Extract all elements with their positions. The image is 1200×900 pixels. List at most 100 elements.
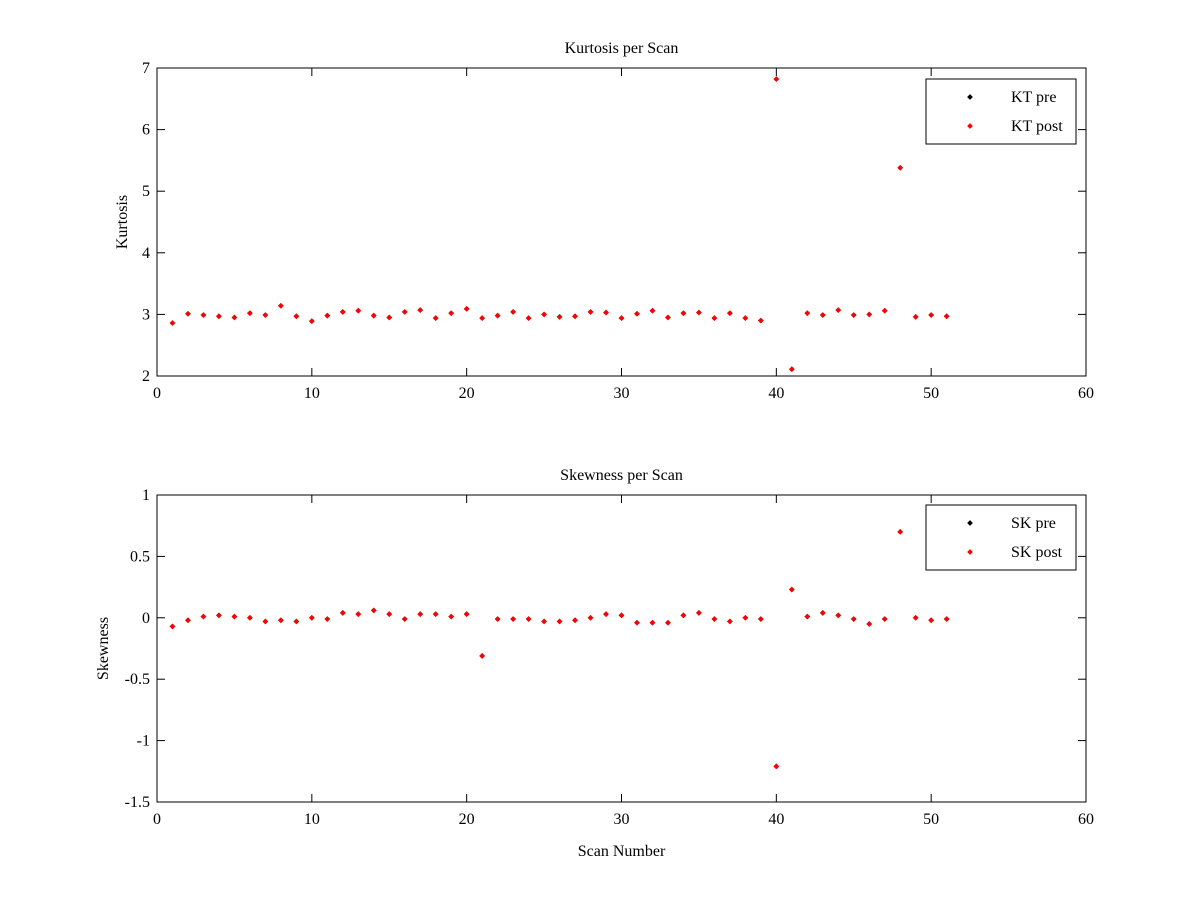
kurtosis-post-point <box>556 314 563 320</box>
skewness-post-point <box>680 612 687 619</box>
skewness-post-point <box>541 618 547 625</box>
skewness-post-point <box>665 619 671 626</box>
skewness-post-point <box>696 610 702 616</box>
skewness-y-tick-label: -1 <box>137 733 150 750</box>
skewness-post-point <box>912 614 919 621</box>
kurtosis-post-point <box>912 314 919 320</box>
kurtosis-y-tick-label: 7 <box>142 60 150 77</box>
skewness-post-point <box>881 616 888 622</box>
skewness-post-point <box>711 616 718 622</box>
skewness-y-tick-label: 0.5 <box>130 548 150 565</box>
skewness-post-point <box>185 617 191 624</box>
skewness-post-point <box>634 619 640 626</box>
kurtosis-post-point <box>479 315 485 321</box>
kurtosis-post-point <box>262 312 269 318</box>
skewness-post-point <box>897 529 904 535</box>
kurtosis-post-point <box>216 313 222 320</box>
skewness-post-point <box>309 614 315 621</box>
skewness-post-point <box>804 613 811 620</box>
skewness-y-tick-label: 1 <box>142 487 150 504</box>
skewness-post-point <box>293 618 300 625</box>
skewness-post-point <box>247 614 253 621</box>
kurtosis-post-point <box>169 320 176 326</box>
skewness-post-point <box>448 613 455 620</box>
kurtosis-panel: 0 10 20 30 40 50 60 2 3 4 5 6 7 Kurtosis per Scan Kurt… <box>114 40 1094 402</box>
kurtosis-post-point <box>541 311 547 318</box>
kurtosis-post-point <box>448 310 455 316</box>
skewness-post-point <box>200 613 207 620</box>
kurtosis-post-point <box>494 312 501 319</box>
kurtosis-post-point <box>432 315 439 321</box>
skewness-post-point <box>417 611 424 617</box>
skewness-post-point <box>819 610 826 616</box>
kurtosis-post-point <box>247 310 253 316</box>
skewness-post-point <box>262 618 269 625</box>
skewness-post-point <box>278 617 284 624</box>
skewness-legend: SK pre SK post <box>925 504 1077 571</box>
kurtosis-post-point <box>742 315 749 321</box>
skewness-post-point <box>727 618 733 625</box>
kurtosis-post-point <box>618 315 625 321</box>
kurtosis-post-point <box>665 314 671 321</box>
skewness-post-point <box>479 653 485 659</box>
skewness-post-point <box>510 616 516 622</box>
kurtosis-post-point <box>897 164 904 171</box>
skewness-legend-box <box>925 504 1077 571</box>
skewness-post-point <box>216 612 222 619</box>
kurtosis-x-tick-label: 50 <box>923 385 939 402</box>
kurtosis-post-point <box>278 302 284 309</box>
kurtosis-x-tick-label: 40 <box>768 385 784 402</box>
kurtosis-post-point <box>680 310 687 316</box>
skewness-y-tick-label: 0 <box>142 610 150 627</box>
kurtosis-post-point <box>339 309 346 315</box>
kurtosis-post-point <box>370 312 377 319</box>
skewness-post-point <box>587 614 594 621</box>
skewness-panel: 0 10 20 30 40 50 60 -1.5 -1 -0.5 0 0.5 1 Skewness per… <box>95 467 1094 860</box>
kurtosis-x-tick-label: 60 <box>1078 385 1094 402</box>
kurtosis-post-point <box>200 312 207 318</box>
kurtosis-x-tick-label: 30 <box>614 385 630 402</box>
skewness-post-point <box>788 586 795 593</box>
kurtosis-post-point <box>355 307 362 314</box>
kurtosis-post-point <box>525 315 532 321</box>
kurtosis-post-point <box>850 312 857 318</box>
kurtosis-y-tick-label: 3 <box>142 306 150 323</box>
skewness-x-tick-label: 0 <box>153 811 161 828</box>
skewness-post-point <box>835 612 842 619</box>
skewness-post-point <box>742 614 749 621</box>
kurtosis-post-point <box>696 309 702 316</box>
kurtosis-post-point <box>634 310 640 317</box>
skewness-post-point <box>355 611 362 617</box>
kurtosis-post-point <box>788 366 795 373</box>
skewness-post-point <box>603 611 609 617</box>
skewness-post-point <box>928 617 934 624</box>
kurtosis-x-tick-label: 20 <box>459 385 475 402</box>
skewness-post-point <box>169 623 176 630</box>
skewness-post-point <box>556 618 563 625</box>
skewness-x-tick-label: 20 <box>459 811 475 828</box>
kurtosis-post-point <box>881 307 888 314</box>
kurtosis-post-point <box>711 315 718 321</box>
skewness-post-point <box>339 610 346 616</box>
kurtosis-post-point <box>401 309 408 315</box>
kurtosis-post-point <box>835 307 842 313</box>
kurtosis-post-point <box>386 314 393 321</box>
kurtosis-post-point <box>185 310 191 317</box>
kurtosis-post-point <box>309 318 315 325</box>
skewness-post-point <box>401 616 408 622</box>
skewness-x-tick-label: 10 <box>304 811 320 828</box>
skewness-post-point <box>773 763 780 770</box>
skewness-legend-label-pre: SK pre <box>1011 515 1056 532</box>
kurtosis-x-tick-label: 0 <box>153 385 161 402</box>
skewness-legend-marker-pre <box>967 520 973 526</box>
skewness-post-point <box>494 616 501 622</box>
kurtosis-post-point <box>819 312 826 318</box>
kurtosis-post-point <box>603 309 609 316</box>
kurtosis-legend-label-pre: KT pre <box>1011 89 1056 106</box>
skewness-post-point <box>572 617 578 624</box>
kurtosis-post-point <box>587 309 594 315</box>
skewness-post-point <box>618 612 625 619</box>
kurtosis-legend-marker-pre <box>967 94 973 100</box>
skewness-legend-marker-post <box>967 549 973 555</box>
kurtosis-chart-title: Kurtosis per Scan <box>565 40 679 57</box>
